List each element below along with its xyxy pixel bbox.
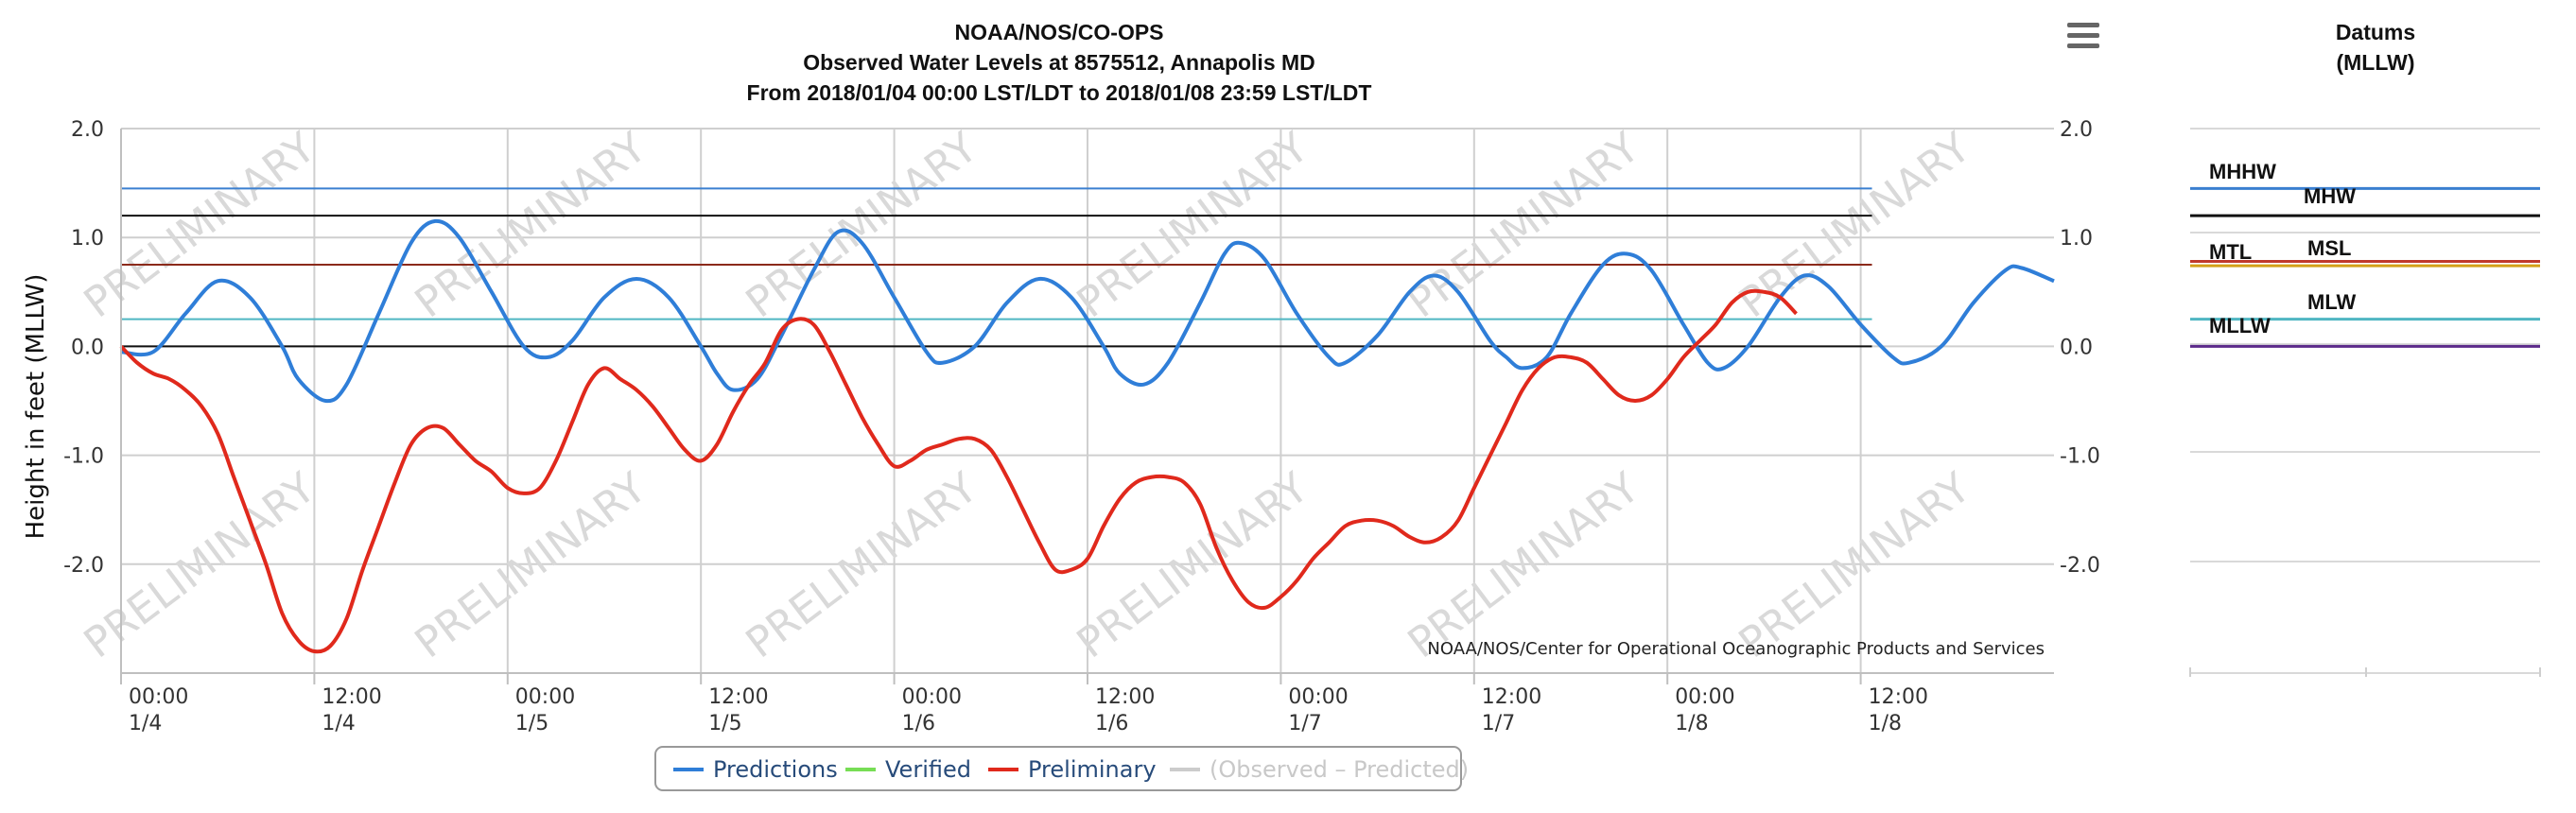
x-tick-time-label: 12:00	[1482, 685, 1541, 709]
series-layer	[119, 218, 2055, 654]
y-tick-label-left: 0.0	[71, 336, 104, 359]
chart-title: NOAA/NOS/CO-OPS	[954, 20, 1163, 44]
datum-label-mlw: MLW	[2307, 290, 2357, 314]
datums-subtitle: (MLLW)	[2336, 50, 2414, 75]
datum-label-mtl: MTL	[2209, 240, 2252, 264]
y-tick-label-right: 0.0	[2060, 336, 2093, 359]
x-tick-date-label: 1/7	[1482, 712, 1515, 735]
chart-subtitle-range: From 2018/01/04 00:00 LST/LDT to 2018/01…	[747, 80, 1372, 105]
watermark-text: PRELIMINARY	[1731, 123, 1979, 327]
datum-lines	[121, 187, 1872, 348]
watermark-text: PRELIMINARY	[1400, 463, 1648, 667]
watermark-text: PRELIMINARY	[76, 463, 324, 667]
watermark-layer: PRELIMINARY PRELIMINARY PRELIMINARY PRELIMI…	[76, 123, 1979, 667]
x-tick-date-label: 1/6	[902, 712, 935, 735]
legend-item[interactable]: Verified	[845, 756, 971, 783]
x-tick-time-label: 00:00	[1675, 685, 1734, 709]
watermark-text: PRELIMINARY	[1731, 463, 1979, 667]
legend-item[interactable]: (Observed – Predicted)	[1170, 756, 1469, 783]
x-tick-date-label: 1/4	[129, 712, 162, 735]
watermark-text: PRELIMINARY	[1400, 123, 1648, 327]
legend-label: Preliminary	[1028, 756, 1157, 783]
legend: Predictions Verified Preliminary (Observed …	[654, 746, 1469, 791]
tick-labels: 2.0 2.0 1.0 1.0 0.0 0.0 -1.0 -1.0 -2.0 -2.0 00:00 1…	[63, 118, 2100, 735]
datum-label-msl: MSL	[2307, 236, 2351, 260]
x-tick-time-label: 12:00	[708, 685, 768, 709]
x-tick-date-label: 1/6	[1095, 712, 1128, 735]
y-tick-label-right: -1.0	[2060, 445, 2100, 469]
x-tick-date-label: 1/4	[322, 712, 355, 735]
watermark-text: PRELIMINARY	[738, 463, 986, 667]
y-tick-label-left: -2.0	[63, 554, 104, 578]
x-tick-date-label: 1/7	[1288, 712, 1321, 735]
datums-title: Datums	[2336, 20, 2415, 44]
y-tick-label-right: 2.0	[2060, 118, 2093, 142]
x-tick-time-label: 00:00	[129, 685, 188, 709]
x-tick-time-label: 12:00	[322, 685, 381, 709]
series-line-preliminary	[119, 288, 1798, 654]
x-tick-time-label: 12:00	[1869, 685, 1928, 709]
x-tick-date-label: 1/5	[515, 712, 548, 735]
axes	[120, 129, 2054, 684]
watermark-text: PRELIMINARY	[407, 123, 655, 327]
legend-box	[654, 746, 1462, 791]
grid-lines	[120, 128, 2054, 673]
x-tick-time-label: 12:00	[1095, 685, 1155, 709]
y-tick-label-left: 1.0	[71, 227, 104, 251]
y-tick-label-right: -2.0	[2060, 554, 2100, 578]
hamburger-menu-icon[interactable]	[2062, 17, 2105, 55]
datum-label-mhhw: MHHW	[2209, 160, 2276, 183]
legend-label: (Observed – Predicted)	[1210, 756, 1469, 783]
legend-item[interactable]: Preliminary	[988, 756, 1157, 783]
legend-label: Predictions	[713, 756, 838, 783]
y-tick-label-right: 1.0	[2060, 227, 2093, 251]
datums-panel: MHHW MHW MTL MSL MLW MLLW	[2189, 128, 2541, 677]
x-tick-time-label: 00:00	[515, 685, 575, 709]
series-line-predictions	[120, 218, 2055, 404]
watermark-text: PRELIMINARY	[738, 123, 986, 327]
y-axis-title: Height in feet (MLLW)	[22, 274, 50, 540]
x-tick-time-label: 00:00	[902, 685, 962, 709]
legend-item[interactable]: Predictions	[673, 756, 838, 783]
x-tick-date-label: 1/8	[1869, 712, 1902, 735]
legend-label: Verified	[885, 756, 971, 783]
chart-credit: NOAA/NOS/Center for Operational Oceanogr…	[1427, 639, 2045, 659]
x-tick-time-label: 00:00	[1288, 685, 1348, 709]
y-tick-label-left: -1.0	[63, 445, 104, 469]
y-tick-label-left: 2.0	[71, 118, 104, 142]
datum-label-mllw: MLLW	[2209, 314, 2271, 337]
x-tick-date-label: 1/8	[1675, 712, 1708, 735]
datum-label-mhw: MHW	[2304, 184, 2356, 208]
chart-subtitle-station: Observed Water Levels at 8575512, Annapo…	[803, 50, 1315, 75]
x-tick-date-label: 1/5	[708, 712, 741, 735]
